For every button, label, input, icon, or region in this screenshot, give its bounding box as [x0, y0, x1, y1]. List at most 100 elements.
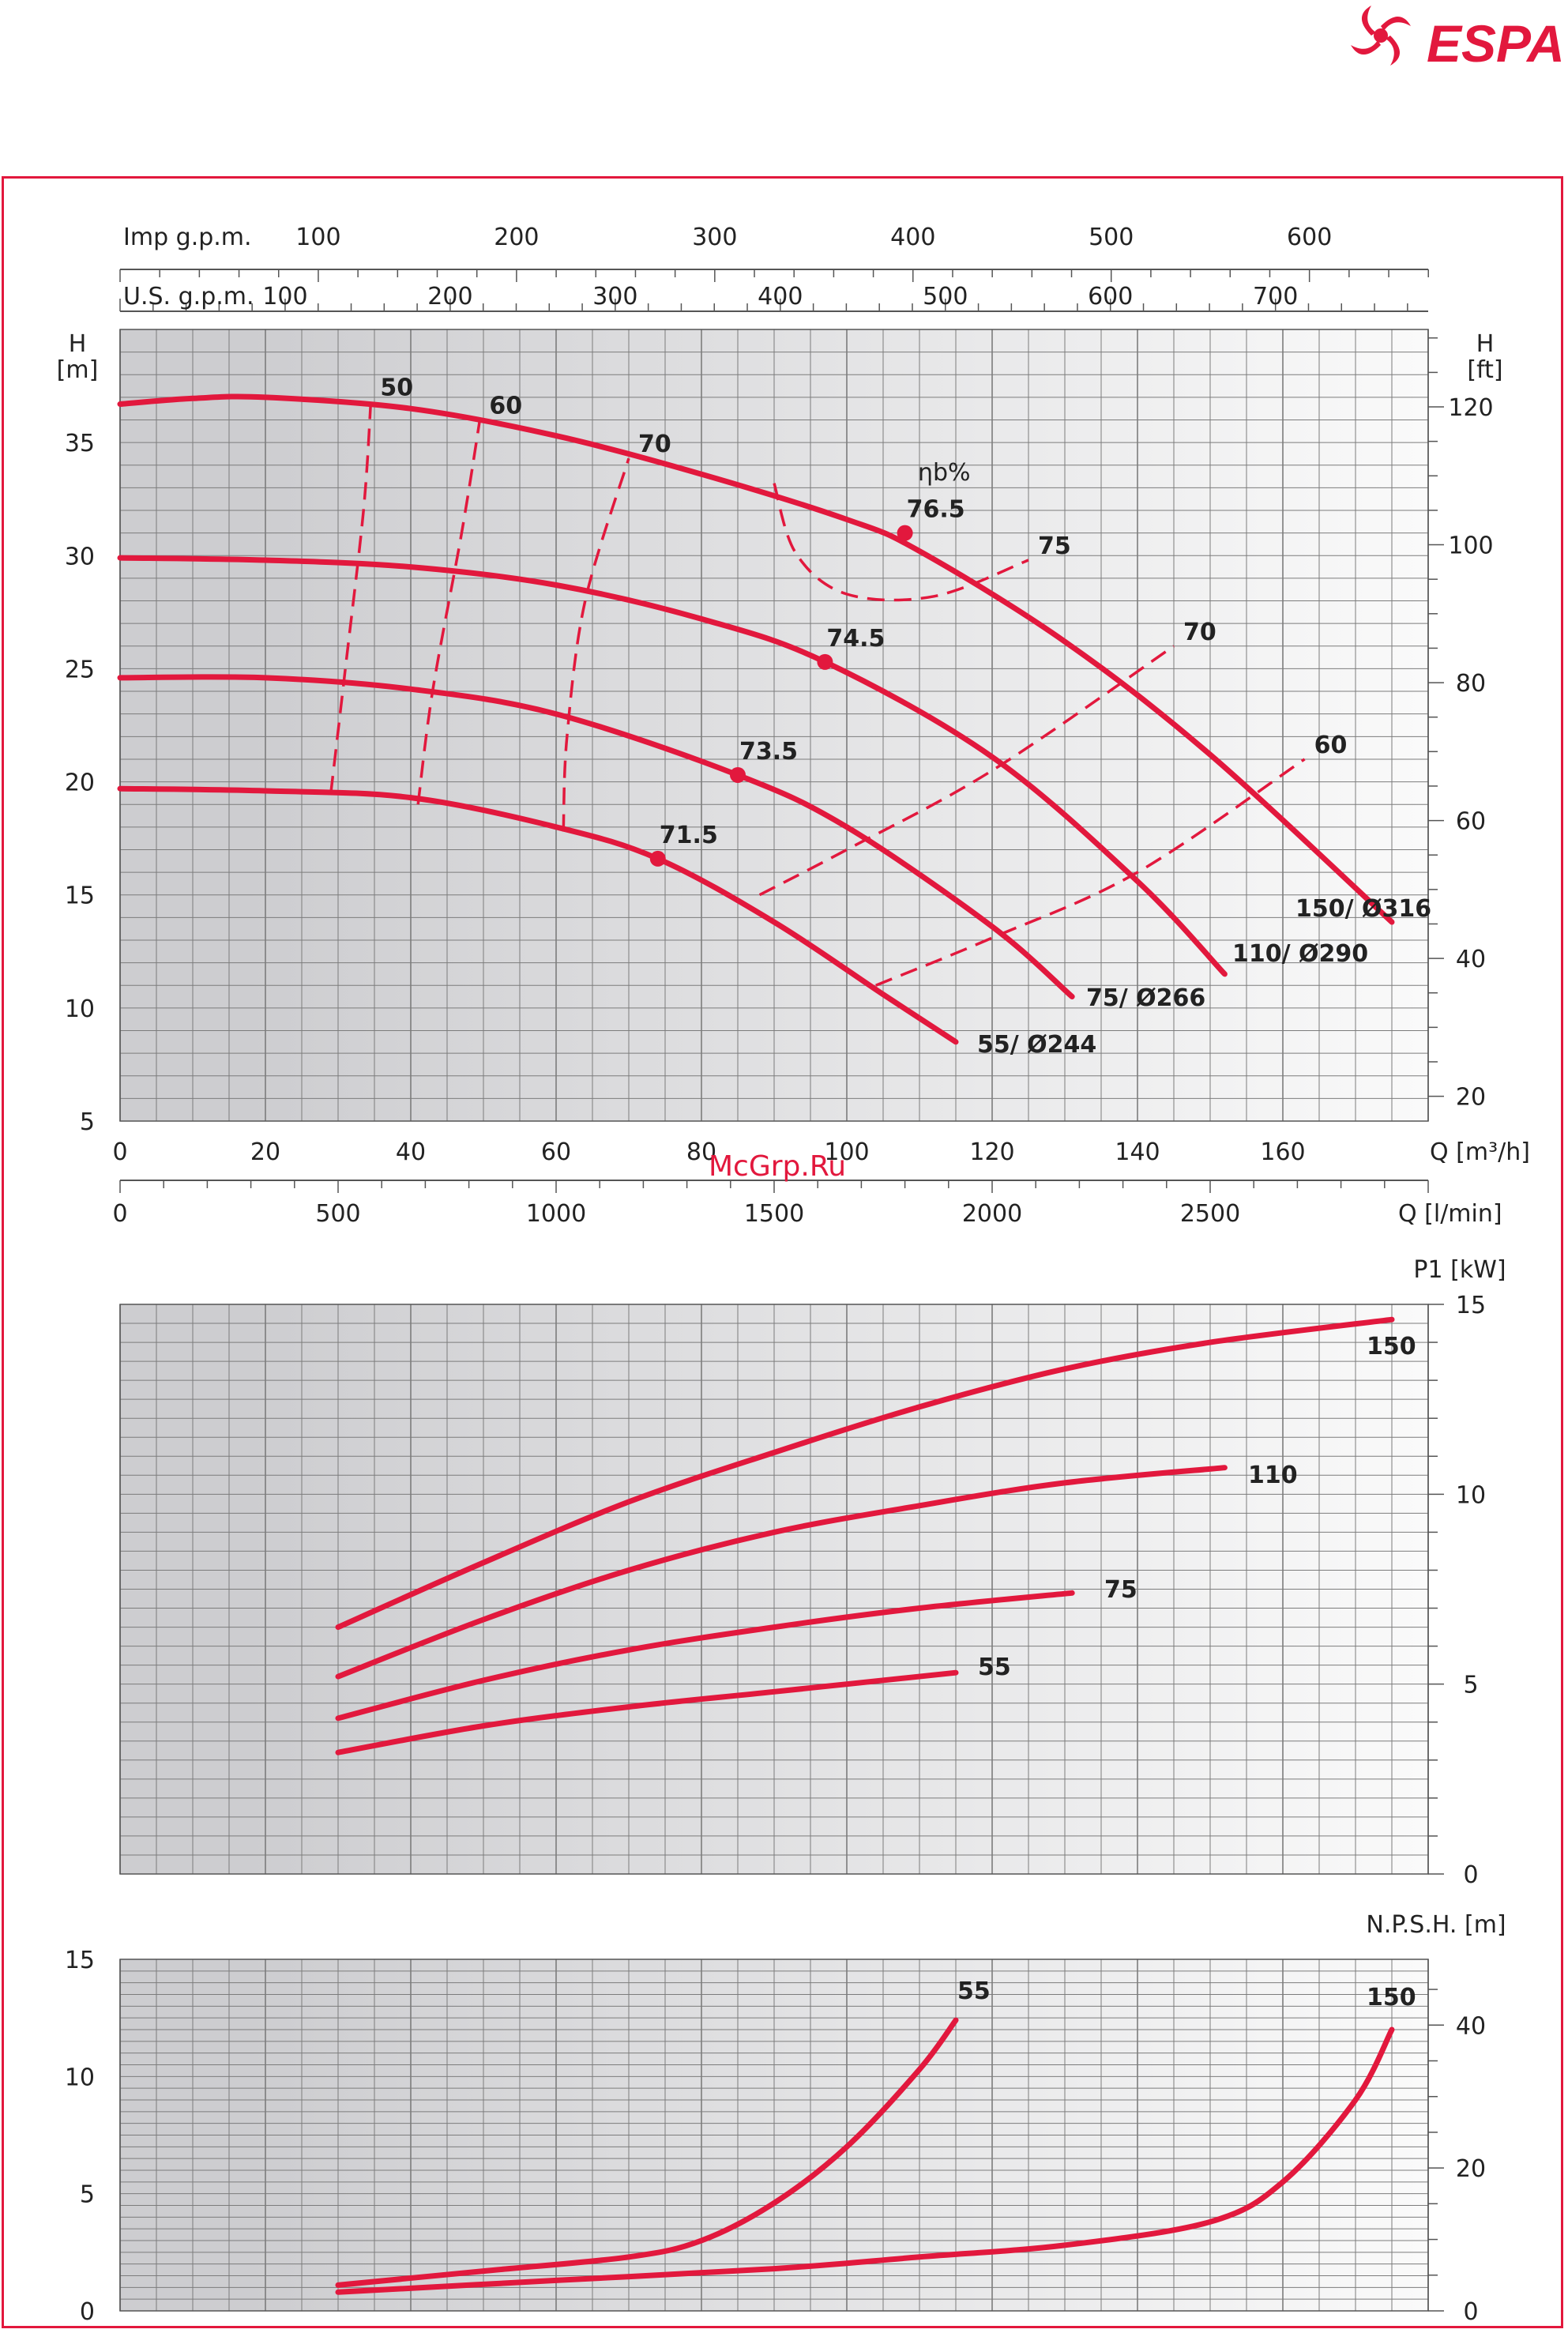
- iso-efficiency-label: 60: [1314, 732, 1348, 759]
- rotor-icon: [1351, 6, 1411, 66]
- head-curve: [117, 785, 959, 1045]
- head-curve-label: 150/ Ø316: [1295, 895, 1431, 923]
- bep-label: 73.5: [739, 738, 798, 766]
- head-y-tick-label: 10: [65, 995, 95, 1023]
- npsh-axis-title: N.P.S.H. [m]: [1366, 1911, 1506, 1939]
- power-curve-label: 55: [978, 1654, 1011, 1681]
- head-x-tick-label: 60: [541, 1138, 571, 1166]
- head-x-tick-label: 0: [112, 1138, 127, 1166]
- iso-efficiency-label: 75: [1038, 532, 1071, 560]
- brand-name: ESPA: [1427, 14, 1565, 73]
- power-y-tick-label: 0: [1463, 1861, 1478, 1889]
- head-ft-tick-label: 80: [1456, 670, 1486, 698]
- iso-efficiency-line: [416, 420, 482, 805]
- head-curve: [117, 555, 1228, 977]
- usgpm-tick-label: 300: [592, 283, 637, 310]
- usgpm-tick-label: 100: [262, 283, 307, 310]
- usgpm-tick-label: 200: [427, 283, 472, 310]
- head-plot-border: [119, 329, 1429, 1122]
- npsh-plot-border: [119, 1959, 1429, 2312]
- power-curve-label: 75: [1104, 1576, 1137, 1604]
- usgpm-tick-label: 700: [1253, 283, 1298, 310]
- power-plot-border: [119, 1304, 1429, 1875]
- npsh-curve-label: 150: [1367, 1984, 1416, 2011]
- head-ft-tick-label: 20: [1456, 1084, 1486, 1112]
- bep-marker: [649, 850, 666, 867]
- head-y-axis-title: H: [69, 330, 87, 358]
- head-y-tick-label: 30: [65, 543, 95, 570]
- iso-efficiency-line: [562, 457, 630, 832]
- iso-efficiency-line: [875, 758, 1306, 987]
- head-x-axis-title: Q [m³/h]: [1430, 1138, 1530, 1166]
- power-y-tick-label: 15: [1456, 1292, 1486, 1319]
- lmin-axis-title: Q [l/min]: [1398, 1200, 1502, 1228]
- head-ft-tick-label: 120: [1448, 394, 1493, 422]
- lmin-tick-label: 0: [112, 1200, 127, 1228]
- lmin-tick-label: 2000: [962, 1200, 1022, 1228]
- iso-efficiency-label: 50: [380, 374, 413, 402]
- head-y-tick-label: 35: [65, 430, 95, 457]
- espa-logo: ESPA: [1333, 0, 1568, 87]
- lmin-tick-label: 2500: [1180, 1200, 1240, 1228]
- bep-marker: [730, 766, 746, 783]
- npsh-y-tick-label: 10: [65, 2064, 95, 2091]
- power-curve-label: 110: [1248, 1462, 1298, 1489]
- lmin-tick-label: 1500: [744, 1200, 804, 1228]
- bep-marker: [817, 653, 833, 670]
- head-x-tick-label: 160: [1260, 1138, 1305, 1166]
- head-ft-tick-label: 100: [1448, 532, 1493, 560]
- impgpm-tick-label: 200: [494, 224, 539, 251]
- head-y-tick-label: 15: [65, 882, 95, 910]
- efficiency-label: ηb%: [918, 459, 971, 487]
- head-y-tick-label: 25: [65, 656, 95, 683]
- npsh-curve-label: 55: [957, 1977, 991, 2005]
- chart-frame: [2, 176, 1563, 2328]
- npsh-curve: [335, 2017, 959, 2288]
- power-curve: [335, 1669, 959, 1755]
- impgpm-tick-label: 300: [692, 224, 737, 251]
- power-axis-title: P1 [kW]: [1413, 1256, 1506, 1284]
- iso-efficiency-line: [329, 401, 373, 794]
- bep-label: 71.5: [660, 822, 718, 849]
- iso-efficiency-label: 70: [638, 431, 671, 458]
- head-curve: [117, 393, 1395, 925]
- head-x-tick-label: 120: [969, 1138, 1014, 1166]
- npsh-curve: [335, 2026, 1395, 2295]
- bep-label: 74.5: [826, 625, 885, 653]
- head-x-tick-label: 140: [1115, 1138, 1160, 1166]
- head-curve-label: 75/ Ø266: [1086, 984, 1205, 1012]
- head-curve-label: 110/ Ø290: [1232, 940, 1368, 968]
- head-y-tick-label: 20: [65, 770, 95, 797]
- head-x-tick-label: 40: [396, 1138, 426, 1166]
- usgpm-axis-title: U.S. g.p.m.: [123, 283, 254, 310]
- head-x-tick-label: 100: [824, 1138, 869, 1166]
- npsh-ft-tick-label: 20: [1456, 2155, 1486, 2183]
- power-y-tick-label: 5: [1463, 1672, 1478, 1699]
- power-y-tick-label: 10: [1456, 1481, 1486, 1509]
- head-y-axis-unit: [m]: [57, 356, 99, 384]
- head-ft-tick-label: 60: [1456, 808, 1486, 836]
- lmin-tick-label: 1000: [526, 1200, 586, 1228]
- usgpm-tick-label: 600: [1088, 283, 1133, 310]
- watermark: McGrp.Ru: [709, 1150, 846, 1183]
- npsh-y-tick-label: 15: [65, 1947, 95, 1974]
- iso-efficiency-line: [758, 645, 1175, 897]
- head-y2-axis-title: H: [1476, 330, 1495, 358]
- head-y2-axis-unit: [ft]: [1467, 356, 1502, 384]
- impgpm-tick-label: 600: [1287, 224, 1332, 251]
- head-y-tick-label: 5: [80, 1108, 95, 1136]
- power-curve: [335, 1465, 1228, 1680]
- npsh-y-tick-label: 0: [80, 2298, 95, 2326]
- impgpm-tick-label: 100: [295, 224, 340, 251]
- power-curve-label: 150: [1367, 1333, 1416, 1360]
- power-curve: [335, 1316, 1395, 1631]
- power-curve: [335, 1590, 1075, 1722]
- head-curve: [117, 674, 1075, 999]
- lmin-tick-label: 500: [315, 1200, 360, 1228]
- impgpm-tick-label: 400: [890, 224, 935, 251]
- usgpm-tick-label: 400: [758, 283, 803, 310]
- usgpm-tick-label: 500: [923, 283, 968, 310]
- impgpm-tick-label: 500: [1089, 224, 1134, 251]
- head-x-tick-label: 80: [686, 1138, 716, 1166]
- bep-label: 76.5: [907, 496, 965, 524]
